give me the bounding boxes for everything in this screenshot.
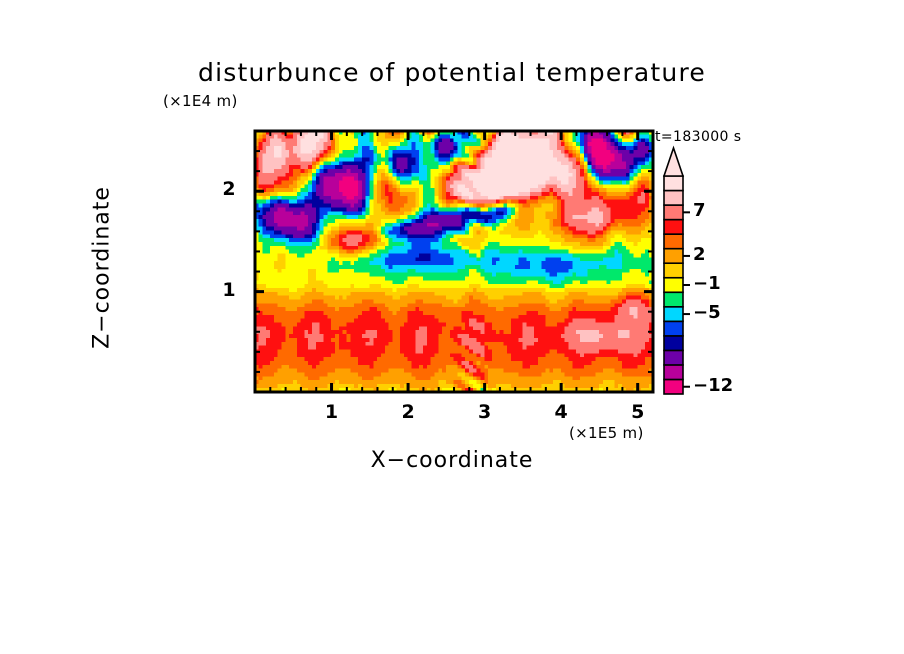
contour-field bbox=[255, 131, 653, 392]
x-tick-label: 4 bbox=[554, 401, 568, 423]
z-axis-unit-label: (×1E4 m) bbox=[163, 92, 238, 110]
colorbar-tick-label: −12 bbox=[693, 374, 734, 396]
x-tick-label: 2 bbox=[401, 401, 415, 423]
colorbar-tick-label: 7 bbox=[693, 200, 706, 222]
x-axis-title: X−coordinate bbox=[370, 448, 534, 473]
time-label: t=183000 s bbox=[655, 129, 742, 145]
x-tick-label: 3 bbox=[477, 401, 492, 423]
y-tick-label: 1 bbox=[222, 278, 236, 301]
x-axis-unit-label: (×1E5 m) bbox=[569, 424, 644, 442]
x-tick-label: 1 bbox=[324, 401, 339, 423]
y-axis-title: Z−coordinate bbox=[89, 186, 115, 349]
x-tick-label: 5 bbox=[631, 401, 645, 423]
y-tick-label: 2 bbox=[222, 178, 236, 201]
axes-frame bbox=[253, 129, 655, 394]
colorbar-tick-label: 2 bbox=[693, 243, 706, 265]
colorbar bbox=[662, 145, 690, 395]
colorbar-tick-label: −5 bbox=[693, 302, 721, 324]
figure-title: disturbunce of potential temperature bbox=[198, 58, 706, 87]
colorbar-tick-label: −1 bbox=[693, 273, 721, 294]
